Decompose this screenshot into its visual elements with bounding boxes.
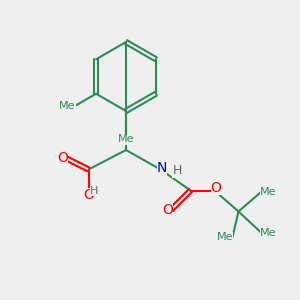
Text: O: O: [163, 203, 173, 217]
Text: N: N: [157, 161, 167, 175]
Text: Me: Me: [118, 134, 134, 145]
Text: Me: Me: [260, 227, 277, 238]
Text: Me: Me: [260, 187, 277, 197]
Text: H: H: [172, 164, 182, 178]
Text: Me: Me: [59, 101, 76, 111]
Text: H: H: [90, 185, 99, 196]
Text: O: O: [211, 181, 221, 194]
Text: O: O: [58, 151, 68, 164]
Text: Me: Me: [217, 232, 233, 242]
Text: O: O: [83, 188, 94, 202]
